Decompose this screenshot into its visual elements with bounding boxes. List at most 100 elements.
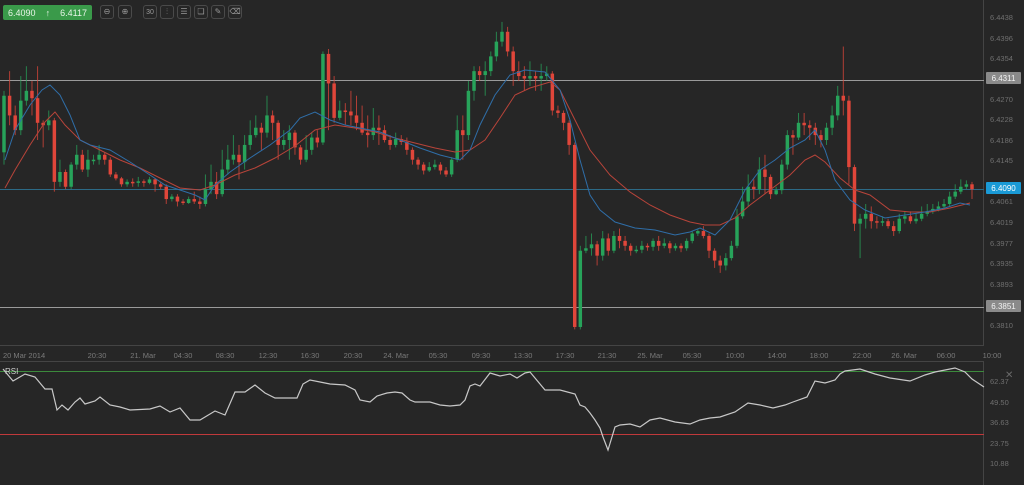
candle-body bbox=[388, 140, 392, 145]
rsi-close-icon[interactable]: ✕ bbox=[1005, 370, 1014, 381]
eraser-icon: ⌫ bbox=[229, 7, 241, 16]
candle-body bbox=[550, 73, 555, 111]
candle-body bbox=[863, 213, 868, 219]
templates-button[interactable]: ❏ bbox=[194, 5, 208, 19]
time-label: 05:30 bbox=[428, 351, 448, 360]
time-label: 17:30 bbox=[555, 351, 575, 360]
candle-body bbox=[707, 235, 711, 251]
candle-body bbox=[791, 135, 795, 138]
candle-body bbox=[175, 196, 180, 202]
candle-body bbox=[942, 203, 946, 207]
candle-body bbox=[589, 244, 594, 249]
horizontal-levels[interactable] bbox=[0, 80, 984, 308]
time-label: 12:30 bbox=[258, 351, 278, 360]
candle-body bbox=[2, 95, 6, 153]
candle-body bbox=[953, 191, 957, 197]
timeframe-icon: 30 bbox=[146, 8, 154, 16]
timeframe-button[interactable]: 30 bbox=[143, 5, 157, 19]
rsi-line bbox=[2, 367, 985, 452]
candle-body bbox=[668, 243, 672, 249]
candle-body bbox=[80, 154, 85, 170]
candle-body bbox=[617, 235, 622, 241]
candle-body bbox=[869, 213, 874, 222]
candle-body bbox=[332, 83, 336, 118]
candle-body bbox=[203, 189, 208, 204]
indicators-button[interactable]: ☰ bbox=[177, 5, 191, 19]
candle-body bbox=[500, 31, 504, 42]
erase-button[interactable]: ⌫ bbox=[228, 5, 242, 19]
time-label: 21. Mar bbox=[130, 351, 156, 360]
candle-body bbox=[908, 216, 913, 222]
candle-body bbox=[891, 226, 896, 232]
rsi-label: 23.75 bbox=[990, 439, 1009, 448]
candle-body bbox=[153, 179, 157, 185]
candle-body bbox=[254, 127, 258, 136]
zoom-out-button[interactable]: ⊖ bbox=[100, 5, 114, 19]
candle-body bbox=[315, 137, 320, 143]
candle-body bbox=[763, 169, 767, 177]
candle-body bbox=[349, 111, 353, 116]
candle-body bbox=[606, 238, 611, 251]
candle-body bbox=[578, 250, 583, 327]
candle-body bbox=[7, 95, 12, 116]
time-label: 20 Mar 2014 bbox=[3, 351, 46, 360]
time-label: 06:00 bbox=[936, 351, 956, 360]
moving-average-fast bbox=[4, 69, 971, 236]
candle-body bbox=[595, 244, 599, 256]
candle-body bbox=[259, 127, 264, 133]
draw-button[interactable]: ✎ bbox=[211, 5, 225, 19]
price-label: 6.4061 bbox=[990, 197, 1013, 206]
candle-body bbox=[360, 122, 364, 133]
zoom-in-icon: ⊕ bbox=[121, 7, 129, 16]
candle-body bbox=[914, 218, 918, 222]
price-label: 6.4438 bbox=[990, 13, 1013, 22]
candle-body bbox=[684, 240, 689, 249]
candle-body bbox=[298, 147, 303, 160]
candle-body bbox=[696, 231, 700, 234]
candle-body bbox=[321, 53, 325, 143]
candle-body bbox=[102, 154, 107, 160]
candle-body bbox=[651, 240, 655, 247]
candle-body bbox=[612, 235, 616, 251]
candle-body bbox=[405, 141, 409, 150]
candle-body bbox=[824, 127, 829, 141]
candlestick-icon: ⫶ bbox=[166, 7, 168, 16]
candle-body bbox=[511, 51, 515, 72]
candle-body bbox=[265, 115, 269, 133]
candle-body bbox=[282, 140, 286, 145]
time-label: 20:30 bbox=[87, 351, 107, 360]
time-label: 18:00 bbox=[809, 351, 829, 360]
time-label: 10:00 bbox=[982, 351, 1002, 360]
bid-price: 6.4090 bbox=[8, 7, 36, 18]
candle-body bbox=[13, 115, 17, 131]
candle-body bbox=[125, 181, 129, 185]
candle-body bbox=[796, 122, 801, 138]
candle-body bbox=[86, 159, 90, 170]
price-label: 6.4396 bbox=[990, 34, 1013, 43]
bid-ask-quote[interactable]: 6.4090 ↑ 6.4117 bbox=[3, 5, 92, 20]
candle-body bbox=[461, 130, 465, 136]
candle-body bbox=[628, 245, 633, 251]
zoom-in-button[interactable]: ⊕ bbox=[118, 5, 132, 19]
candle-body bbox=[466, 90, 471, 136]
candle-body bbox=[198, 201, 202, 204]
candle-body bbox=[170, 196, 174, 200]
candle-body bbox=[433, 164, 437, 168]
candle-body bbox=[600, 238, 605, 256]
candle-body bbox=[337, 110, 342, 118]
candle-body bbox=[662, 243, 666, 246]
price-label: 6.4354 bbox=[990, 54, 1013, 63]
arrow-up-icon: ↑ bbox=[45, 7, 51, 18]
candle-body bbox=[807, 125, 812, 128]
candle-body bbox=[724, 258, 728, 266]
candle-body bbox=[119, 178, 124, 185]
candle-body bbox=[270, 115, 275, 123]
chart-type-button[interactable]: ⫶ bbox=[160, 5, 174, 19]
time-label: 20:30 bbox=[343, 351, 363, 360]
candle-body bbox=[237, 154, 241, 163]
candle-body bbox=[561, 112, 566, 123]
chart-toolbar: 6.4090 ↑ 6.4117 ⊖ ⊕ 30 ⫶ ☰ ❏ ✎ ⌫ bbox=[0, 0, 1024, 25]
candle-body bbox=[209, 181, 213, 190]
candle-body bbox=[421, 164, 426, 171]
